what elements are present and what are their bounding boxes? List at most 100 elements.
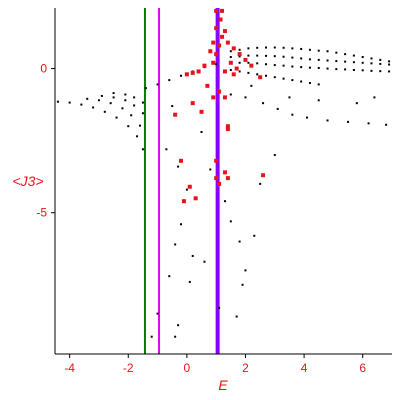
black-point-74 xyxy=(273,64,276,67)
black-point-43 xyxy=(335,51,338,54)
black-point-34 xyxy=(256,46,259,49)
red-point-40 xyxy=(261,173,266,178)
black-point-21 xyxy=(124,93,127,96)
black-point-6 xyxy=(127,125,130,128)
black-point-20 xyxy=(112,92,115,95)
red-point-34 xyxy=(187,184,192,189)
black-point-76 xyxy=(291,65,294,68)
black-point-35 xyxy=(264,46,267,49)
black-point-24 xyxy=(144,87,147,90)
red-point-41 xyxy=(225,127,230,132)
black-point-96 xyxy=(300,80,303,83)
black-point-109 xyxy=(250,84,253,87)
black-point-75 xyxy=(282,64,285,67)
black-point-133 xyxy=(241,283,244,286)
x-ticks-group: -4 -2 0 2 4 6 xyxy=(64,354,366,375)
black-point-26 xyxy=(168,79,171,82)
black-point-132 xyxy=(244,269,247,272)
black-point-77 xyxy=(300,66,303,69)
red-point-15 xyxy=(225,40,230,45)
black-point-95 xyxy=(291,79,294,82)
black-point-55 xyxy=(273,55,276,58)
black-point-12 xyxy=(121,107,124,110)
black-point-5 xyxy=(115,116,118,119)
black-point-22 xyxy=(133,96,136,99)
black-point-81 xyxy=(335,68,338,71)
red-point-8 xyxy=(218,17,223,22)
black-point-17 xyxy=(124,99,127,102)
black-point-101 xyxy=(276,107,279,110)
black-point-113 xyxy=(373,96,376,99)
black-point-39 xyxy=(300,47,303,50)
black-point-67 xyxy=(379,62,382,65)
black-point-11 xyxy=(109,102,112,105)
black-point-82 xyxy=(344,68,347,71)
black-point-120 xyxy=(191,254,194,257)
black-point-62 xyxy=(335,60,338,63)
black-point-83 xyxy=(352,68,355,71)
red-point-18 xyxy=(243,57,248,62)
black-point-56 xyxy=(282,55,285,58)
black-point-91 xyxy=(256,73,259,76)
black-point-54 xyxy=(264,54,267,57)
black-point-44 xyxy=(344,53,347,56)
black-point-85 xyxy=(370,69,373,72)
red-point-28 xyxy=(222,95,227,100)
black-point-89 xyxy=(238,70,241,73)
red-point-36 xyxy=(193,196,198,201)
red-point-39 xyxy=(217,181,222,186)
black-point-104 xyxy=(326,119,329,122)
black-point-8 xyxy=(141,148,144,151)
black-point-78 xyxy=(308,66,311,69)
black-point-15 xyxy=(100,94,103,97)
black-point-0 xyxy=(56,100,59,103)
black-point-136 xyxy=(259,182,262,185)
red-point-11 xyxy=(202,63,207,68)
black-point-135 xyxy=(253,234,256,237)
black-point-3 xyxy=(92,106,95,109)
black-point-105 xyxy=(347,120,350,123)
red-point-4 xyxy=(208,49,213,54)
black-point-114 xyxy=(171,105,174,108)
x-tick-label-1: -2 xyxy=(123,361,134,375)
black-point-88 xyxy=(229,68,232,71)
black-point-57 xyxy=(291,56,294,59)
black-point-134 xyxy=(235,315,238,318)
red-point-26 xyxy=(211,95,216,100)
black-point-86 xyxy=(379,70,382,73)
red-point-10 xyxy=(220,8,225,13)
black-point-2 xyxy=(80,103,83,106)
red-point-2 xyxy=(217,43,222,48)
black-point-9 xyxy=(86,97,89,100)
black-point-121 xyxy=(168,275,171,278)
y-tick-label-1: -5 xyxy=(36,206,47,220)
black-point-25 xyxy=(156,83,159,86)
black-point-23 xyxy=(141,101,144,104)
red-point-24 xyxy=(231,72,236,77)
red-point-27 xyxy=(217,89,222,94)
black-point-99 xyxy=(244,96,247,99)
x-tick-label-0: -4 xyxy=(64,361,75,375)
black-point-63 xyxy=(344,60,347,63)
black-point-80 xyxy=(326,67,329,70)
black-point-116 xyxy=(177,165,180,168)
red-point-1 xyxy=(214,52,219,57)
red-point-3 xyxy=(220,34,225,39)
black-point-30 xyxy=(215,63,218,66)
black-point-110 xyxy=(288,96,291,99)
x-tick-label-3: 2 xyxy=(242,361,249,375)
black-point-36 xyxy=(273,46,276,49)
black-point-117 xyxy=(185,188,188,191)
black-point-4 xyxy=(103,110,106,113)
red-point-5 xyxy=(222,29,227,34)
red-point-9 xyxy=(214,8,219,13)
black-point-65 xyxy=(361,61,364,64)
red-point-33 xyxy=(179,158,184,163)
black-point-115 xyxy=(165,148,168,151)
black-point-111 xyxy=(317,99,320,102)
red-point-20 xyxy=(258,75,263,80)
black-point-106 xyxy=(367,122,370,125)
black-point-97 xyxy=(308,81,311,84)
red-point-0 xyxy=(211,60,216,65)
y-axis-label: <J3> xyxy=(12,173,43,189)
